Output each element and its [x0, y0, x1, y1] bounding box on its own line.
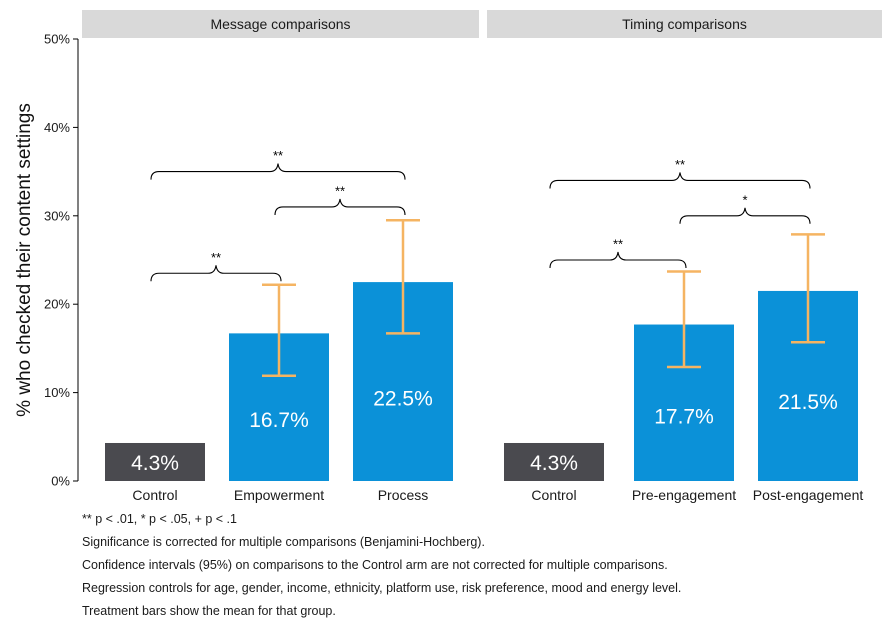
bar-value-label: 17.7% [654, 405, 714, 428]
y-tick-label: 40% [44, 120, 70, 135]
bar-chart: % who checked their content settings 0% 1… [14, 10, 882, 503]
panel-timing-comparisons: Timing comparisons 4.3% Control 17.7% Pre-en… [487, 10, 882, 503]
panel-message-comparisons: Message comparisons 4.3% Control 16.7% Empow… [82, 10, 479, 503]
bar-value-label: 16.7% [249, 409, 309, 432]
significance-bracket [679, 207, 811, 224]
significance-bracket [549, 172, 811, 189]
x-tick-label: Control [132, 487, 177, 503]
significance-marker: ** [273, 148, 283, 163]
y-axis: 0% 10% 20% 30% 40% 50% [44, 32, 79, 489]
x-tick-label: Control [531, 487, 576, 503]
x-tick-label: Post-engagement [753, 487, 864, 503]
significance-bracket [549, 251, 687, 269]
bar [504, 442, 604, 481]
footnote-significance-key: ** p < .01, * p < .05, + p < .1 [82, 512, 237, 526]
footnote-correction: Significance is corrected for multiple c… [82, 535, 485, 549]
x-tick-label: Pre-engagement [632, 487, 736, 503]
y-tick-label: 30% [44, 208, 70, 223]
bar [105, 442, 205, 481]
significance-marker: ** [335, 183, 345, 198]
y-tick-label: 50% [44, 32, 70, 47]
chart-panels: Message comparisons 4.3% Control 16.7% Empow… [82, 10, 882, 503]
significance-bracket [150, 163, 406, 180]
significance-marker: * [742, 192, 747, 207]
footnote-confidence-intervals: Confidence intervals (95%) on comparison… [82, 558, 668, 572]
significance-marker: ** [675, 157, 685, 172]
significance-bracket [150, 265, 282, 282]
bar-value-label: 4.3% [131, 452, 179, 475]
x-tick-label: Process [378, 487, 429, 503]
significance-marker: ** [613, 237, 623, 252]
footnotes: ** p < .01, * p < .05, + p < .1 Signific… [82, 508, 882, 623]
panel-strip [487, 10, 882, 38]
y-tick-label: 10% [44, 385, 70, 400]
footnote-treatment-bars: Treatment bars show the mean for that gr… [82, 604, 336, 618]
panel-title: Timing comparisons [622, 16, 747, 32]
significance-bracket [274, 198, 406, 215]
panel-title: Message comparisons [210, 16, 350, 32]
y-tick-label: 20% [44, 297, 70, 312]
y-tick-label: 0% [51, 474, 70, 489]
bar-value-label: 4.3% [530, 452, 578, 475]
bar-value-label: 22.5% [373, 387, 433, 410]
significance-marker: ** [211, 250, 221, 265]
y-axis-label: % who checked their content settings [14, 103, 35, 417]
x-tick-label: Empowerment [234, 487, 324, 503]
footnote-regression-controls: Regression controls for age, gender, inc… [82, 581, 682, 595]
panel-strip [82, 10, 479, 38]
bar-value-label: 21.5% [778, 391, 838, 414]
